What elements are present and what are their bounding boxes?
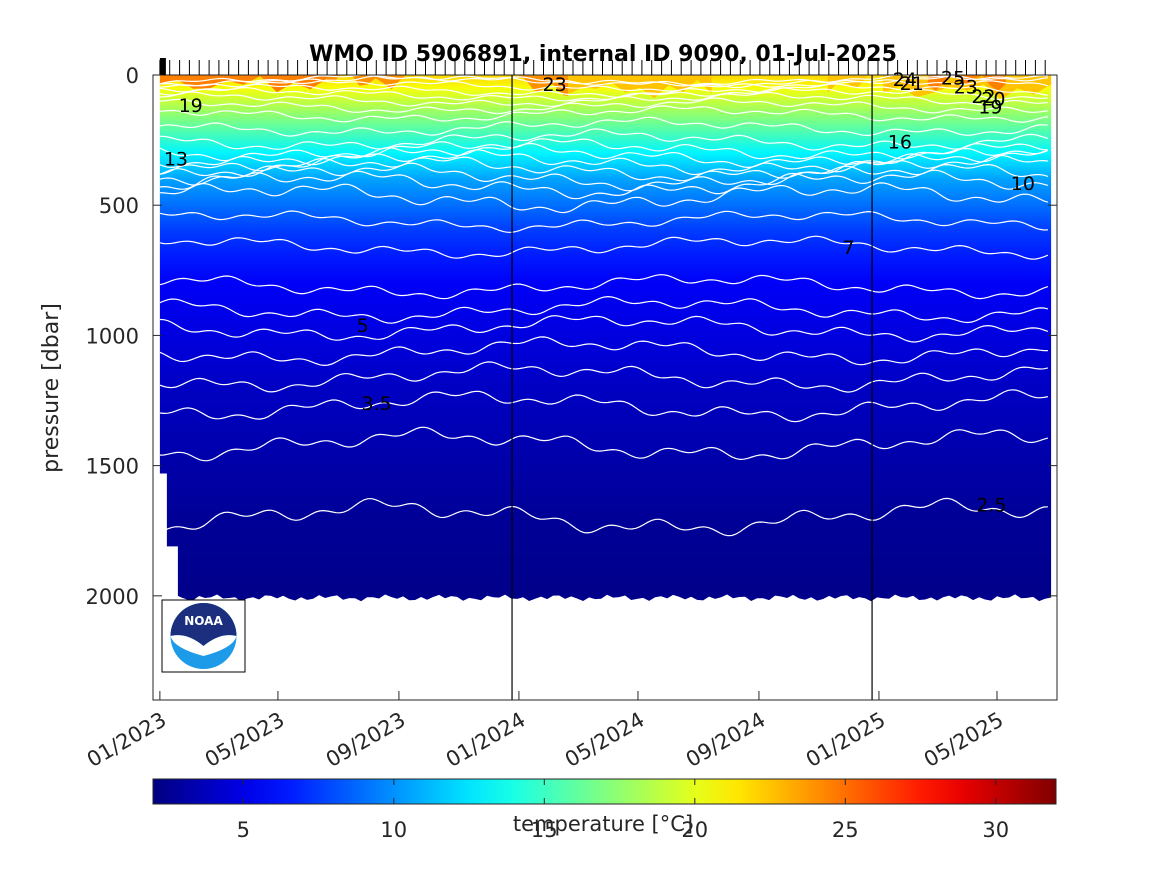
colorbar-label: temperature [°C]: [513, 812, 693, 836]
contour-label: 22: [971, 86, 995, 108]
contour-line: [159, 426, 1049, 462]
contour-label: 16: [888, 131, 912, 153]
contour-line: [159, 116, 1048, 137]
y-tick-label: 1000: [86, 324, 139, 348]
top-tick-marks: [159, 58, 1046, 75]
contour-label: 3.5: [362, 393, 392, 415]
y-tick-label: 2000: [86, 585, 139, 609]
contour-line: [159, 138, 1048, 162]
contour-label: 2.5: [976, 495, 1006, 517]
y-tick-label: 500: [99, 194, 139, 218]
x-axis: 01/2023 05/2023 09/2023 01/2024 05/2024 09/20…: [83, 691, 1008, 772]
contour-line: [159, 91, 1048, 107]
contour-line: [159, 182, 1049, 214]
contour-label: 23: [543, 74, 567, 96]
y-tick-label: 0: [126, 64, 139, 88]
contour-line: [159, 361, 1049, 393]
temperature-field: [159, 75, 1052, 602]
contour-line: [159, 497, 1048, 537]
colorbar-tick-label: 20: [681, 818, 708, 842]
contour-line: [159, 83, 1048, 98]
contour-label: 19: [978, 96, 1002, 118]
contour-lines: [159, 75, 1049, 537]
contour-label: 10: [1011, 173, 1035, 195]
contour-line: [159, 75, 1048, 89]
year-boundaries: [511, 75, 873, 700]
contour-line: [159, 154, 1048, 182]
contour-line: [159, 86, 1048, 102]
x-tick-label: 01/2024: [442, 708, 530, 772]
contour-label: 19: [179, 95, 203, 117]
contour-label: 21: [900, 73, 924, 95]
contour-line: [159, 75, 1048, 87]
colorbar-tick-label: 30: [982, 818, 1009, 842]
x-tick-label: 05/2024: [561, 708, 649, 772]
colorbar-bar: [152, 778, 1057, 805]
contour-line: [159, 210, 1048, 233]
colorbar-tick-label: 15: [531, 818, 558, 842]
contour-line: [159, 162, 1049, 192]
contour-line: [159, 235, 1049, 260]
warm-surface-patch: [159, 75, 328, 93]
x-tick-label: 09/2023: [322, 708, 410, 772]
contour-line: [159, 97, 1048, 115]
contour-label: 23: [954, 77, 978, 99]
contour-line: [159, 105, 1048, 123]
contour-line: [159, 78, 1049, 92]
x-tick-label: 01/2025: [802, 708, 890, 772]
chart-title: WMO ID 5906891, internal ID 9090, 01-Jul…: [309, 42, 897, 67]
profile-tick: [159, 58, 166, 75]
y-tick-label: 1500: [86, 455, 139, 479]
contour-label: 20: [981, 88, 1005, 110]
temperature-fill: [159, 75, 1052, 602]
noaa-logo-text: NOAA: [184, 614, 223, 628]
colorbar-ticks: 5 10 15 20 25 30: [237, 779, 1009, 842]
x-tick-label: 05/2023: [201, 708, 289, 772]
contour-label: 5: [357, 315, 369, 337]
y-axis-label: pressure [dbar]: [39, 303, 64, 473]
contour-line: [159, 315, 1049, 343]
colorbar-tick-label: 10: [380, 818, 407, 842]
contour-line: [159, 336, 1048, 367]
contour-line: [159, 295, 1049, 324]
plot-frame: [152, 74, 1058, 701]
x-tick-label: 05/2025: [920, 708, 1008, 772]
x-tick-label: 01/2023: [83, 708, 171, 772]
contour-label: 24: [893, 69, 917, 91]
y-axis: 0 500 1000 1500 2000: [86, 64, 1057, 609]
contour-line: [159, 169, 1049, 200]
contour-line: [159, 128, 1049, 151]
contour-line: [159, 274, 1049, 300]
colorbar-tick-label: 25: [832, 818, 859, 842]
contour-line: [159, 389, 1049, 423]
colorbar-tick-label: 5: [237, 818, 250, 842]
noaa-logo: NOAA: [161, 599, 246, 673]
colorbar: 5 10 15 20 25 30 temperature [°C]: [152, 778, 1057, 842]
x-tick-label: 09/2024: [682, 708, 770, 772]
contour-line: [159, 149, 1049, 176]
contour-label: 7: [843, 237, 855, 259]
contour-label: 13: [164, 148, 188, 170]
